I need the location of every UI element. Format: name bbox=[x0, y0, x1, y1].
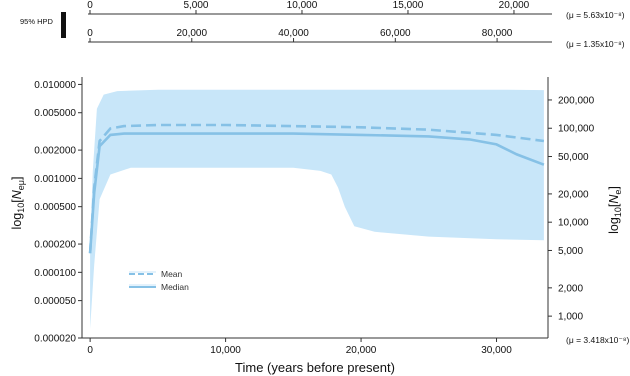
x-tick-label: 0 bbox=[87, 345, 93, 356]
legend-mean-label: Mean bbox=[161, 269, 183, 279]
top-axis-tick-label: 5,000 bbox=[183, 0, 208, 11]
hpd-band bbox=[90, 89, 544, 329]
y-tick-label-left: 0.000020 bbox=[34, 334, 76, 345]
y-tick-label-right: 2,000 bbox=[558, 283, 583, 294]
x-axis-title: Time (years before present) bbox=[235, 360, 395, 375]
mu-label-lower: (μ = 1.35x10⁻⁸) bbox=[566, 39, 625, 49]
series-median-line bbox=[88, 132, 545, 254]
y-tick-label-left: 0.000500 bbox=[34, 202, 76, 213]
y-axis-title-left: log10[Neμ] bbox=[10, 177, 26, 230]
y-tick-label-right: 200,000 bbox=[558, 95, 595, 106]
y-tick-label-left: 0.005000 bbox=[34, 108, 76, 119]
x-tick-label: 30,000 bbox=[481, 345, 512, 356]
top-axis-tick-label: 0 bbox=[87, 0, 93, 11]
legend-median-label: Median bbox=[161, 282, 189, 292]
legend: Mean Median bbox=[129, 269, 189, 292]
y-tick-label-right: 10,000 bbox=[558, 218, 589, 229]
y-tick-label-left: 0.000200 bbox=[34, 240, 76, 251]
x-tick-label: 20,000 bbox=[346, 345, 377, 356]
hpd-bar bbox=[61, 12, 66, 38]
y-tick-label-left: 0.001000 bbox=[34, 174, 76, 185]
top-axis-lower: 0 20,000 40,000 60,000 80,000 bbox=[87, 28, 552, 43]
y-tick-label-right: 5,000 bbox=[558, 246, 583, 257]
y-tick-label-left: 0.010000 bbox=[34, 80, 76, 91]
series-mean-line bbox=[88, 123, 545, 254]
y-tick-label-left: 0.002000 bbox=[34, 146, 76, 157]
y-tick-label-right: 50,000 bbox=[558, 152, 589, 163]
top-axis-tick-label: 20,000 bbox=[499, 0, 530, 11]
top-axis-tick-label: 15,000 bbox=[393, 0, 424, 11]
hpd-label: 95% HPD bbox=[20, 17, 54, 26]
y-tick-label-right: 1,000 bbox=[558, 312, 583, 323]
top-axis-tick-label: 40,000 bbox=[278, 28, 309, 39]
top-axis-tick-label: 80,000 bbox=[482, 28, 513, 39]
y-tick-label-left: 0.000100 bbox=[34, 268, 76, 279]
top-axis-upper: 0 5,000 10,000 15,000 20,000 bbox=[87, 0, 552, 15]
top-axis-tick-label: 60,000 bbox=[380, 28, 411, 39]
plot-area: 0.000020 0.000050 0.000100 0.000200 0.000500… bbox=[34, 77, 595, 356]
top-axis-tick-label: 0 bbox=[87, 28, 93, 39]
y-tick-label-right: 20,000 bbox=[558, 189, 589, 200]
y-tick-label-left: 0.000050 bbox=[34, 296, 76, 307]
y-tick-label-right: 100,000 bbox=[558, 124, 595, 135]
top-axis-tick-label: 10,000 bbox=[287, 0, 318, 11]
y-axis-title-right: log10[Ne] bbox=[607, 186, 623, 234]
top-axis-tick-label: 20,000 bbox=[176, 28, 207, 39]
mu-label-upper: (μ = 5.63x10⁻⁸) bbox=[566, 10, 625, 20]
mu-label-bottom: (μ = 3.418x10⁻⁸) bbox=[566, 335, 629, 345]
x-tick-label: 10,000 bbox=[210, 345, 241, 356]
